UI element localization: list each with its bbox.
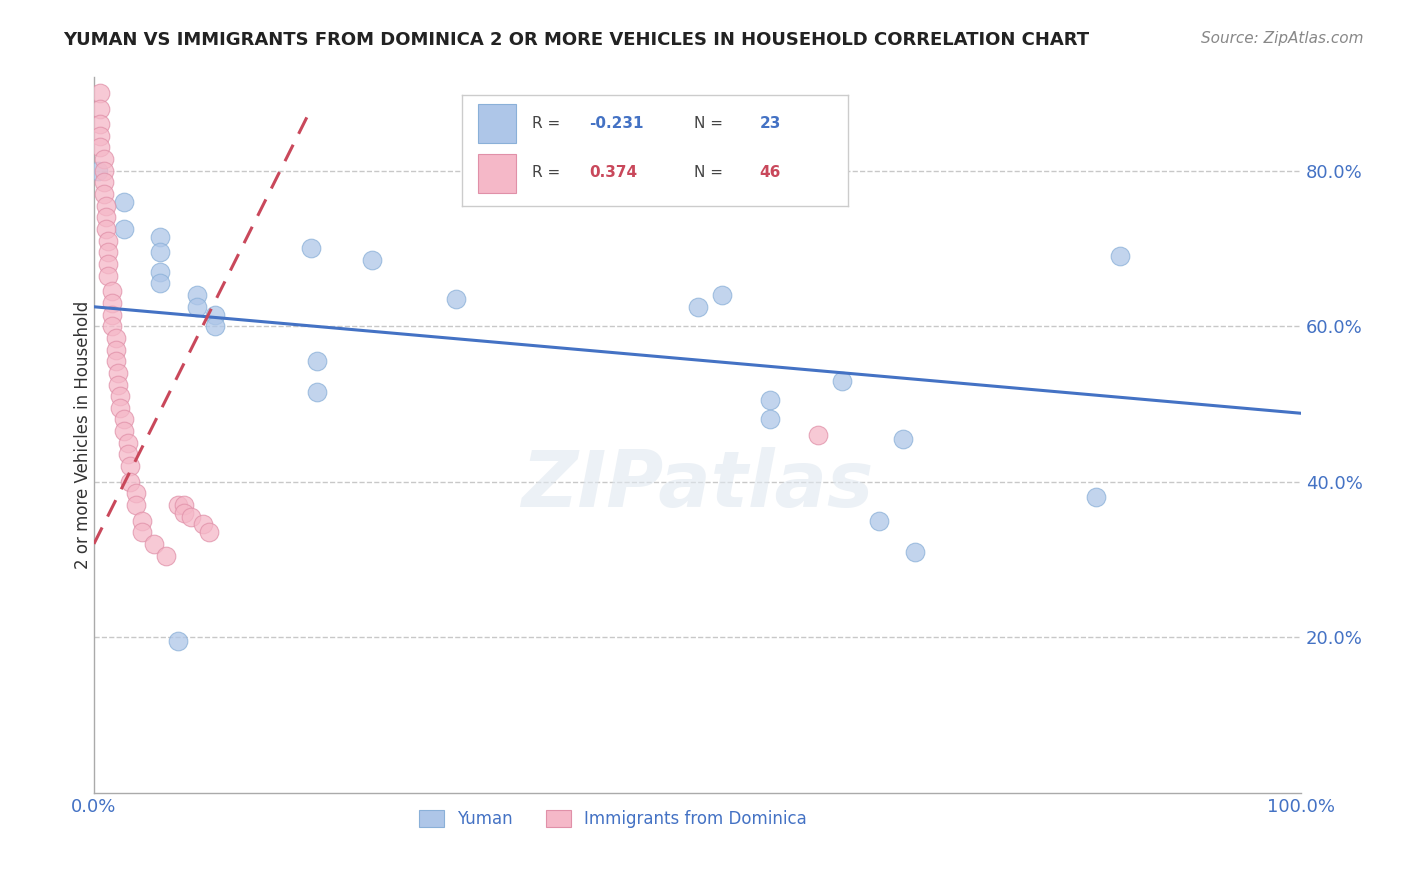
Point xyxy=(197,525,219,540)
Point xyxy=(89,102,111,116)
Point xyxy=(104,354,127,368)
Point xyxy=(120,475,142,489)
Point xyxy=(307,354,329,368)
Point xyxy=(186,300,208,314)
Point xyxy=(104,331,127,345)
Point xyxy=(125,498,148,512)
Point xyxy=(101,319,124,334)
Point xyxy=(117,448,139,462)
Point xyxy=(101,296,124,310)
Point xyxy=(759,393,782,408)
Point xyxy=(173,506,195,520)
Point xyxy=(104,343,127,357)
Point xyxy=(97,268,120,283)
Point xyxy=(444,292,467,306)
Point xyxy=(97,245,120,260)
Point xyxy=(167,498,190,512)
Point xyxy=(93,152,115,166)
Point xyxy=(101,308,124,322)
Point xyxy=(505,102,527,116)
Point xyxy=(131,525,153,540)
Point xyxy=(93,187,115,202)
Point xyxy=(89,117,111,131)
Point xyxy=(1084,490,1107,504)
Point xyxy=(112,222,135,236)
Point xyxy=(891,432,914,446)
Point xyxy=(89,140,111,154)
Point xyxy=(86,163,108,178)
Point xyxy=(710,288,733,302)
Point xyxy=(204,308,226,322)
Point xyxy=(831,374,853,388)
Point xyxy=(112,194,135,209)
Point xyxy=(125,486,148,500)
Point xyxy=(299,242,322,256)
Point xyxy=(360,253,382,268)
Point xyxy=(807,428,830,442)
Point xyxy=(131,514,153,528)
Legend: Yuman, Immigrants from Dominica: Yuman, Immigrants from Dominica xyxy=(412,803,814,834)
Point xyxy=(155,549,177,563)
Point xyxy=(94,211,117,225)
Point xyxy=(904,544,927,558)
Point xyxy=(191,517,214,532)
Point xyxy=(204,319,226,334)
Point xyxy=(149,277,172,291)
Point xyxy=(686,300,709,314)
Point xyxy=(93,175,115,189)
Text: ZIPatlas: ZIPatlas xyxy=(522,447,873,523)
Point xyxy=(149,245,172,260)
Point xyxy=(120,459,142,474)
Point xyxy=(149,265,172,279)
Point xyxy=(97,234,120,248)
Point xyxy=(93,163,115,178)
Point xyxy=(179,509,201,524)
Point xyxy=(143,537,166,551)
Point xyxy=(759,412,782,426)
Point xyxy=(868,514,890,528)
Y-axis label: 2 or more Vehicles in Household: 2 or more Vehicles in Household xyxy=(75,301,91,569)
Point xyxy=(101,284,124,298)
Point xyxy=(97,257,120,271)
Point xyxy=(1109,249,1132,263)
Point xyxy=(110,389,132,403)
Text: Source: ZipAtlas.com: Source: ZipAtlas.com xyxy=(1201,31,1364,46)
Point xyxy=(186,288,208,302)
Point xyxy=(117,435,139,450)
Point xyxy=(94,222,117,236)
Point xyxy=(307,385,329,400)
Point xyxy=(110,401,132,415)
Point xyxy=(112,412,135,426)
Point xyxy=(107,377,129,392)
Text: YUMAN VS IMMIGRANTS FROM DOMINICA 2 OR MORE VEHICLES IN HOUSEHOLD CORRELATION CH: YUMAN VS IMMIGRANTS FROM DOMINICA 2 OR M… xyxy=(63,31,1090,49)
Point xyxy=(89,128,111,143)
Point xyxy=(149,229,172,244)
Point xyxy=(89,86,111,100)
Point xyxy=(173,498,195,512)
Point xyxy=(94,199,117,213)
Point xyxy=(167,634,190,648)
Point xyxy=(107,366,129,380)
Point xyxy=(112,424,135,438)
